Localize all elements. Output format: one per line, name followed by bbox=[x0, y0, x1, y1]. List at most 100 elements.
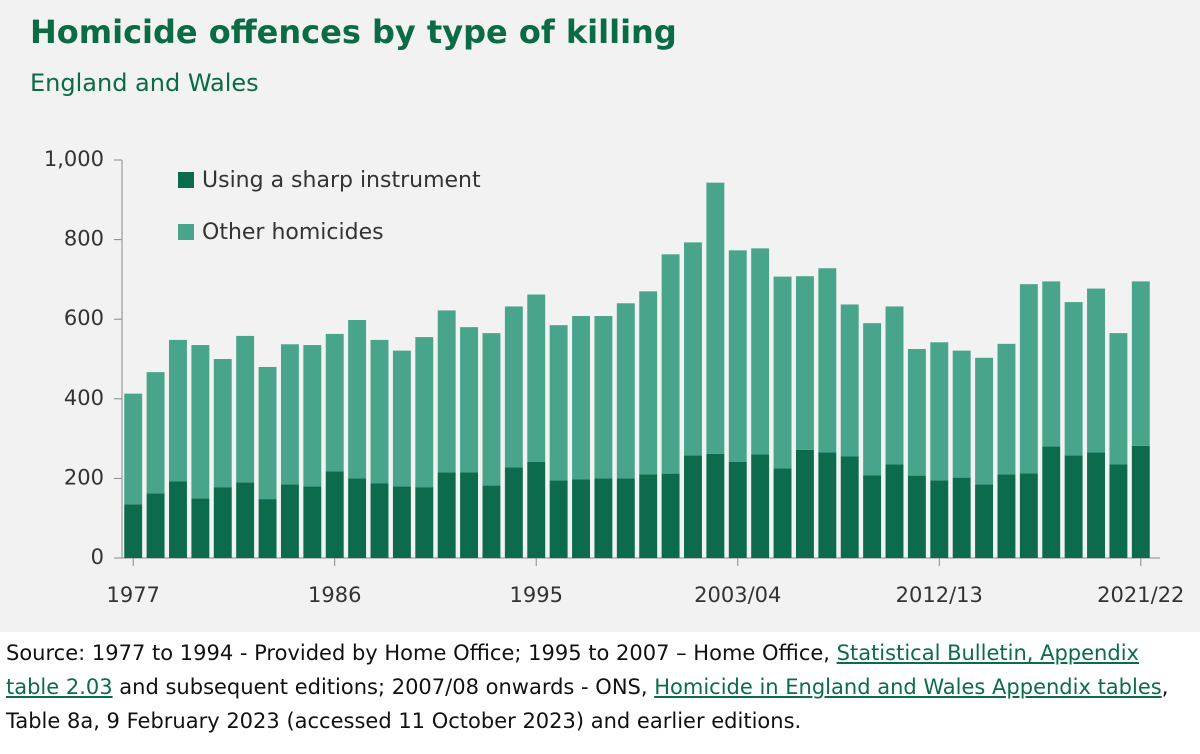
bar-segment bbox=[303, 486, 322, 558]
bar-segment bbox=[684, 455, 702, 558]
bar-segment bbox=[930, 342, 949, 481]
x-tick-label: 1995 bbox=[510, 583, 563, 607]
bar-segment bbox=[616, 303, 635, 479]
bar-segment bbox=[504, 306, 523, 468]
source-text: , Table 8a, 9 February 2023 (accessed 11… bbox=[6, 675, 1169, 733]
bar-segment bbox=[975, 357, 994, 485]
y-tick-label: 200 bbox=[64, 465, 104, 489]
x-tick-label: 1986 bbox=[308, 583, 361, 607]
bar-segment bbox=[370, 483, 389, 558]
bar-segment bbox=[706, 453, 725, 558]
x-tick-label: 2012/13 bbox=[896, 583, 983, 607]
bar-segment bbox=[1042, 446, 1061, 558]
chart-title: Homicide offences by type of killing bbox=[30, 13, 677, 51]
bar-segment bbox=[1064, 455, 1083, 558]
bar-segment bbox=[236, 335, 255, 483]
chart: Homicide offences by type of killing Eng… bbox=[30, 13, 1184, 607]
x-tick-label: 2021/22 bbox=[1097, 583, 1184, 607]
bar-segment bbox=[1131, 281, 1150, 446]
source-note: Source: 1977 to 1994 - Provided by Home … bbox=[6, 636, 1196, 738]
bar-segment bbox=[370, 339, 389, 484]
bar-segment bbox=[1064, 302, 1083, 456]
bar-segment bbox=[572, 316, 590, 480]
bar-segment bbox=[594, 478, 613, 558]
bar-segment bbox=[482, 485, 501, 558]
bar-segment bbox=[1042, 281, 1061, 447]
bar-segment bbox=[549, 325, 568, 481]
bar-segment bbox=[885, 306, 904, 465]
bar-segment bbox=[885, 464, 904, 558]
bar-segment bbox=[863, 323, 882, 476]
bar-segment bbox=[684, 242, 702, 456]
bar-segment bbox=[124, 504, 143, 558]
legend-label: Using a sharp instrument bbox=[202, 168, 481, 193]
bar-segment bbox=[549, 480, 568, 558]
bar-segment bbox=[146, 372, 165, 494]
bar-segment bbox=[706, 182, 725, 454]
chart-subtitle: England and Wales bbox=[30, 69, 259, 97]
bar-segment bbox=[594, 316, 613, 479]
bar-segment bbox=[213, 359, 232, 488]
bar-segment bbox=[1109, 464, 1128, 558]
bar-segment bbox=[482, 333, 501, 486]
bar-segment bbox=[169, 481, 187, 558]
y-tick-label: 600 bbox=[64, 306, 104, 330]
legend-label: Other homicides bbox=[202, 220, 384, 245]
bar-segment bbox=[773, 276, 792, 469]
bar-segment bbox=[728, 250, 747, 462]
bar-segment bbox=[818, 452, 837, 558]
bar-segment bbox=[213, 487, 232, 558]
bar-segment bbox=[907, 349, 926, 476]
y-tick-label: 0 bbox=[91, 545, 104, 569]
bar-segment bbox=[751, 248, 770, 455]
bar-segment bbox=[728, 461, 747, 558]
bar-segment bbox=[437, 472, 456, 558]
bar-segment bbox=[661, 473, 680, 558]
bar-segment bbox=[639, 291, 658, 475]
source-link[interactable]: Statistical Bulletin, Appendix table 2.0… bbox=[6, 641, 1139, 699]
bar-segment bbox=[1131, 445, 1150, 558]
bar-segment bbox=[460, 327, 479, 473]
bar-segment bbox=[348, 319, 367, 479]
legend-swatch bbox=[178, 172, 194, 188]
bar-segment bbox=[504, 467, 523, 558]
bar-segment bbox=[773, 468, 792, 558]
bar-segment bbox=[191, 498, 210, 558]
bar-segment bbox=[415, 337, 434, 488]
legend-swatch bbox=[178, 224, 194, 240]
source-text: Source: 1977 to 1994 - Provided by Home … bbox=[6, 641, 837, 665]
bar-segment bbox=[527, 294, 546, 462]
bar-segment bbox=[661, 254, 680, 474]
bar-segment bbox=[795, 276, 814, 450]
bar-segment bbox=[303, 345, 322, 487]
bar-segment bbox=[1019, 284, 1038, 474]
bar-segment bbox=[840, 304, 859, 457]
bar-segment bbox=[572, 479, 590, 558]
bar-segment bbox=[191, 345, 210, 499]
bar-segment bbox=[169, 339, 187, 482]
bar-segment bbox=[146, 493, 165, 558]
bar-segment bbox=[392, 486, 411, 558]
bar-segment bbox=[124, 393, 143, 505]
source-link[interactable]: Homicide in England and Wales Appendix t… bbox=[654, 675, 1162, 699]
bar-segment bbox=[1019, 473, 1038, 558]
bar-segment bbox=[997, 343, 1016, 475]
bar-segment bbox=[616, 478, 635, 558]
bar-segment bbox=[1087, 452, 1105, 558]
y-tick-label: 400 bbox=[64, 386, 104, 410]
bar-segment bbox=[325, 333, 344, 472]
bar-segment bbox=[236, 482, 255, 558]
chart-panel: Homicide offences by type of killing Eng… bbox=[0, 0, 1200, 632]
bar-segment bbox=[952, 477, 971, 558]
bar-segment bbox=[997, 474, 1016, 558]
x-tick-label: 1977 bbox=[106, 583, 159, 607]
bar-segment bbox=[907, 475, 926, 558]
x-tick-label: 2003/04 bbox=[694, 583, 781, 607]
bar-segment bbox=[280, 484, 299, 558]
bar-segment bbox=[437, 310, 456, 473]
bar-segment bbox=[527, 461, 546, 558]
bar-segment bbox=[840, 456, 859, 558]
bar-segment bbox=[639, 474, 658, 558]
bar-segment bbox=[280, 344, 299, 485]
